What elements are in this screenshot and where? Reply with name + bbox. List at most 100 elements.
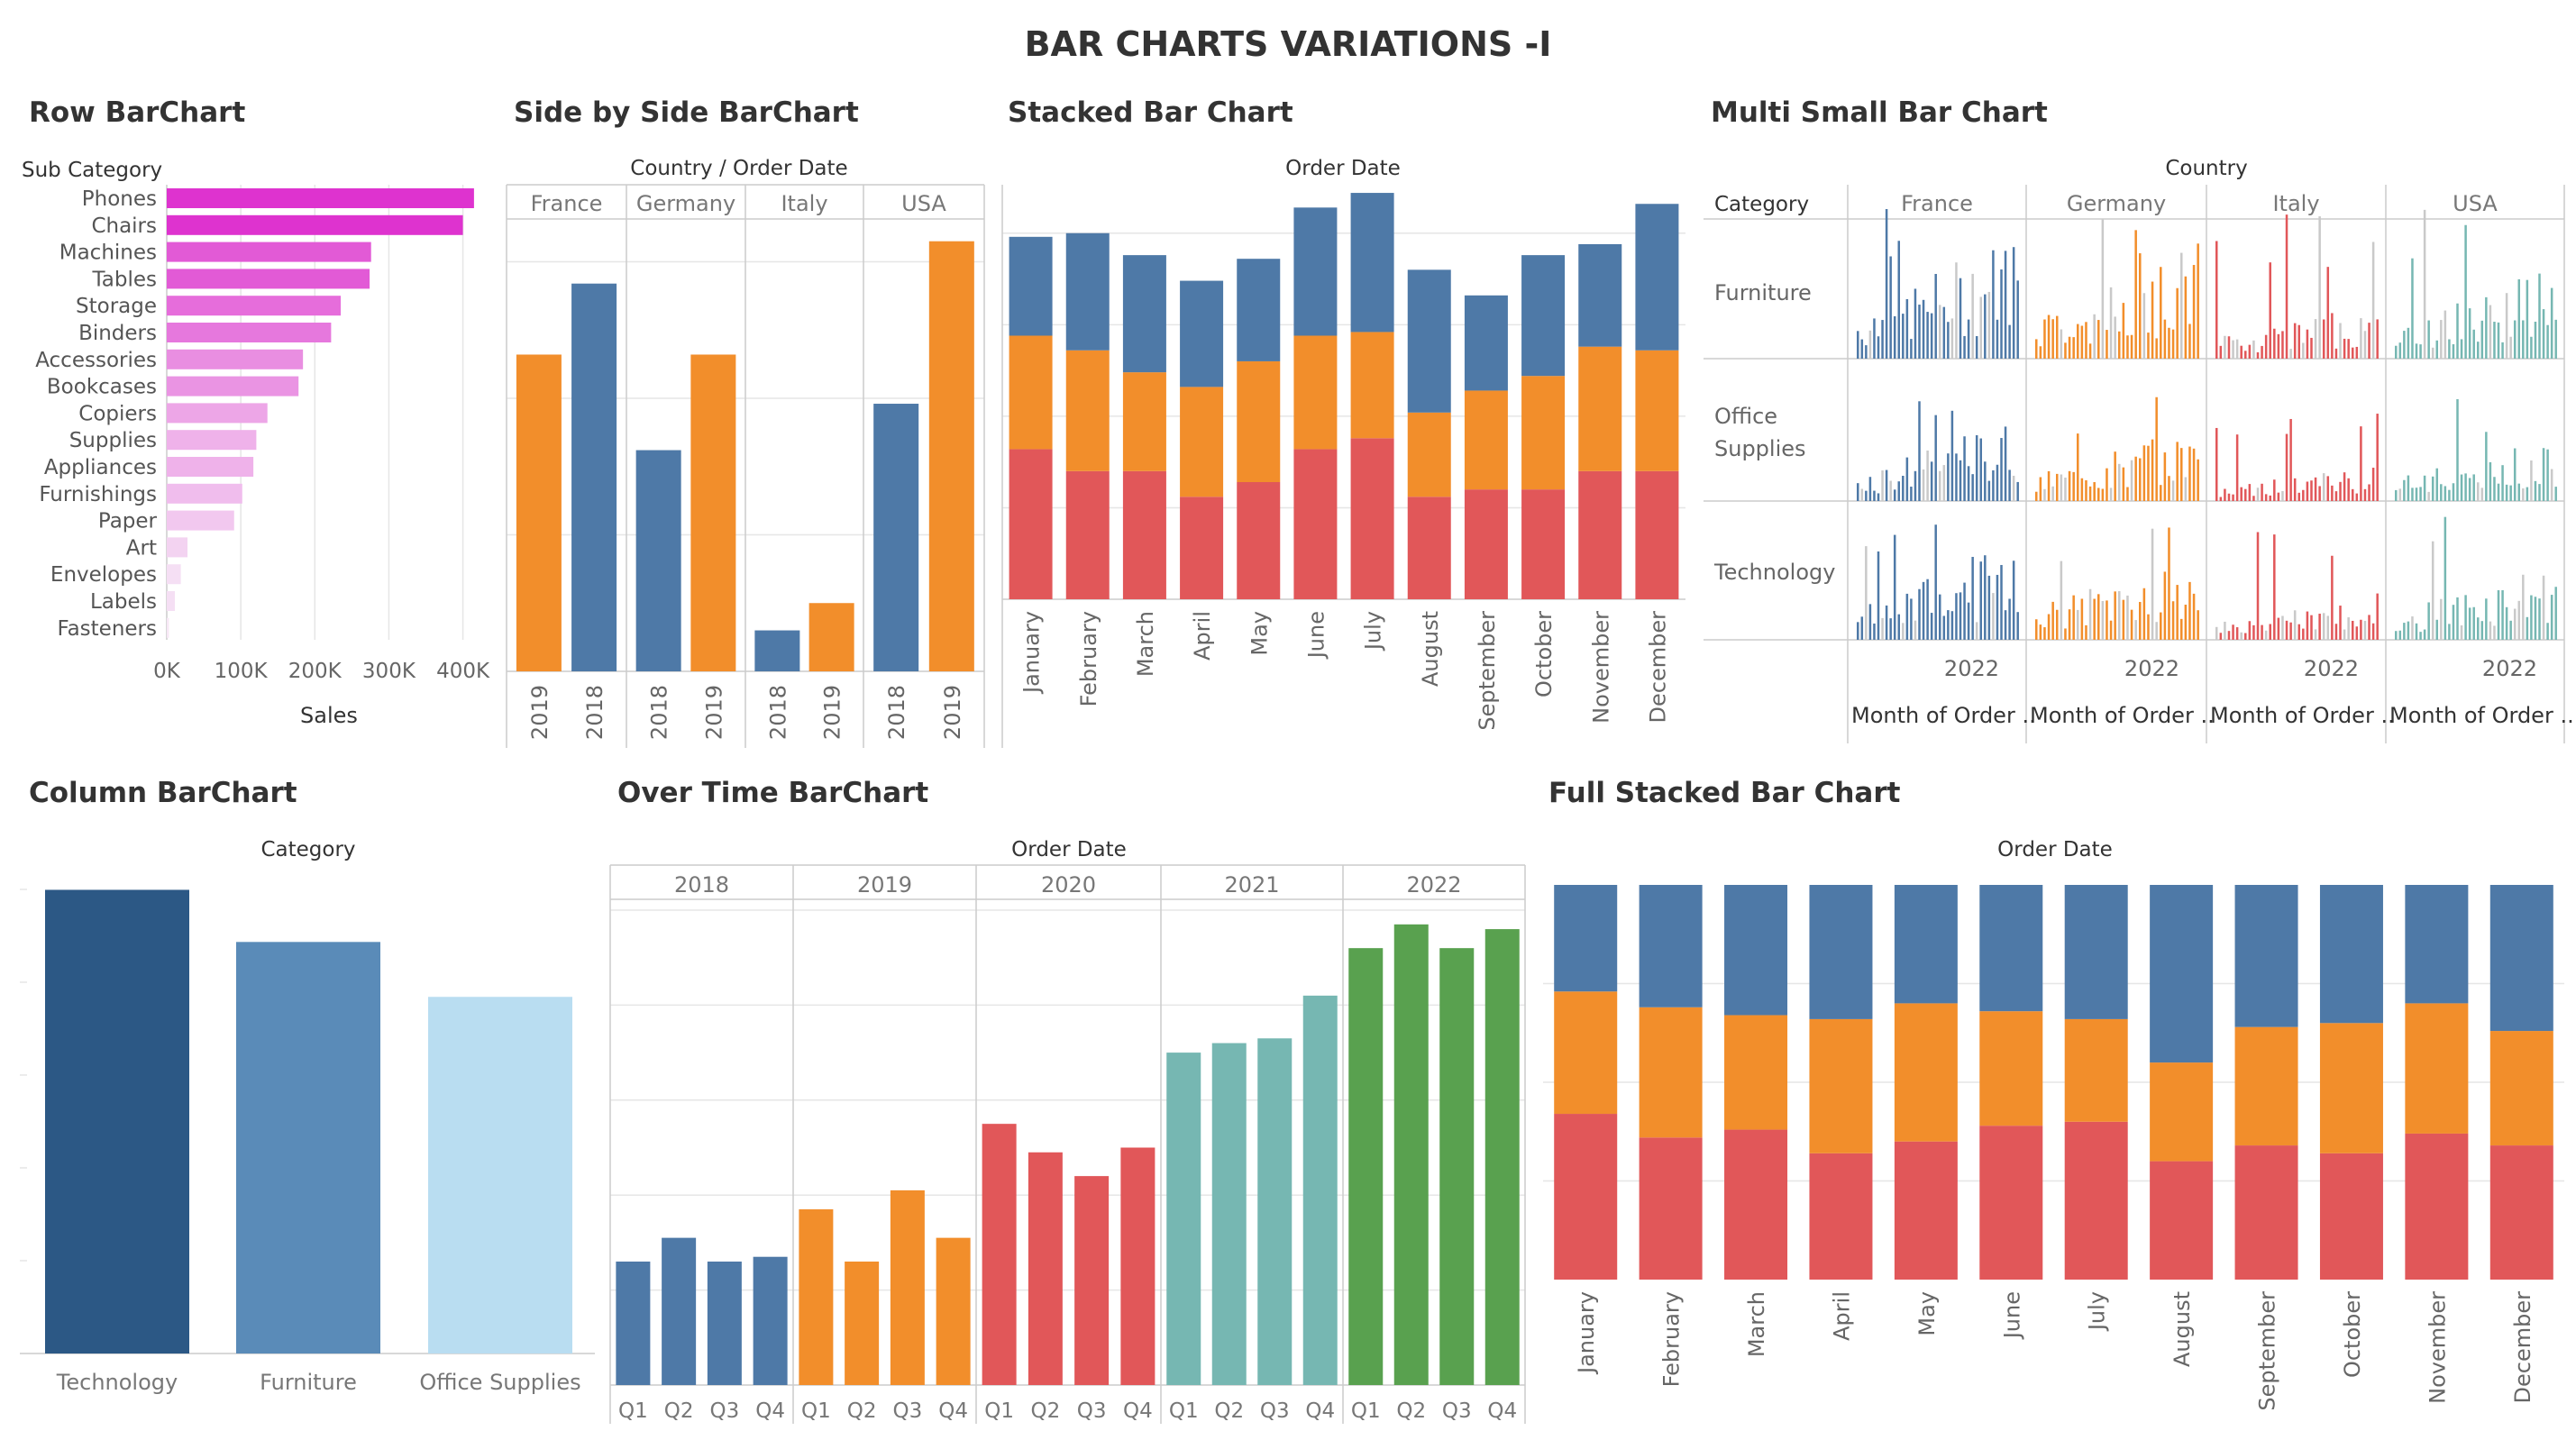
mini-bar	[2080, 478, 2084, 501]
mini-bar	[2534, 480, 2537, 501]
bar	[753, 1256, 788, 1385]
mini-bar	[1893, 315, 1896, 359]
bar	[167, 510, 234, 531]
chart-header: Country	[2165, 157, 2247, 180]
chart-title: Stacked Bar Chart	[1008, 96, 1293, 129]
month-label: June	[1999, 1291, 2024, 1340]
mini-bar	[2285, 620, 2288, 640]
mini-bar	[2064, 477, 2067, 501]
mini-bar	[2215, 241, 2218, 359]
bar-segment	[1635, 470, 1679, 599]
mini-bar	[1860, 339, 1864, 359]
mini-bar	[2530, 336, 2533, 359]
mini-bar	[2056, 315, 2059, 359]
mini-bar	[2248, 484, 2252, 501]
mini-bar	[2360, 619, 2362, 640]
mini-bar	[2440, 598, 2443, 640]
mini-bar	[2452, 605, 2455, 640]
mini-bar	[2160, 612, 2162, 640]
bar	[936, 1237, 971, 1385]
mini-bar	[2395, 489, 2398, 501]
year-label: 2019	[820, 685, 845, 740]
mini-bar	[2411, 488, 2414, 501]
bar-segment	[1809, 885, 1873, 1019]
month-label: November	[1588, 611, 1613, 724]
bar-segment	[1293, 207, 1338, 336]
mini-bar	[2493, 625, 2496, 640]
mini-bar	[2456, 597, 2459, 640]
mini-bar	[2343, 629, 2346, 640]
column-barchart: Column BarChart Category Technology Furnitu…	[20, 777, 595, 1395]
bar-segment	[1635, 350, 1679, 471]
bar-segment	[1464, 489, 1508, 599]
mini-bar	[1992, 250, 1995, 359]
mini-bar	[2035, 619, 2038, 640]
mini-bar	[2460, 624, 2463, 640]
mini-bar	[2077, 609, 2079, 640]
mini-bar	[2224, 621, 2226, 640]
mini-bar	[2068, 470, 2071, 501]
chart-header: Country / Order Date	[630, 157, 847, 180]
mini-bar	[2326, 615, 2330, 640]
quarter-label: Q2	[1214, 1399, 1244, 1423]
mini-bar	[1881, 470, 1884, 501]
category-label: Labels	[90, 590, 157, 614]
category-label: Appliances	[44, 456, 157, 479]
bar	[635, 450, 681, 671]
mini-bar	[1914, 620, 1917, 640]
mini-bar	[2444, 516, 2447, 640]
mini-bar	[2235, 339, 2239, 359]
mini-bar	[2448, 339, 2451, 359]
mini-bar	[2171, 601, 2175, 640]
mini-bar	[2244, 633, 2247, 640]
mini-bar	[1857, 483, 1859, 501]
mini-bar	[1963, 436, 1966, 501]
bar	[690, 354, 736, 671]
mini-bar	[2310, 480, 2313, 501]
bar-segment	[1578, 470, 1622, 599]
mini-bar	[2550, 469, 2553, 501]
mini-bar	[1857, 331, 1859, 359]
mini-bar	[2398, 488, 2402, 501]
bar-segment	[1635, 204, 1679, 351]
bar-segment	[1407, 269, 1451, 413]
mini-bar	[1868, 477, 1872, 501]
multi-small-barchart: Multi Small Bar Chart Country Category Furn…	[1704, 96, 2574, 743]
bar-segment	[1237, 259, 1281, 361]
mini-bar	[2363, 620, 2367, 640]
bar-segment	[2064, 885, 2128, 1019]
mini-bar	[2480, 320, 2484, 359]
mini-bar	[2269, 624, 2271, 640]
mini-bar	[2339, 606, 2342, 640]
bar-segment	[1809, 1153, 1873, 1280]
mini-bar	[1992, 469, 1995, 501]
month-label: December	[1645, 611, 1670, 724]
bar-segment	[1554, 1114, 1618, 1280]
mini-bar	[1877, 551, 1880, 640]
mini-bar	[1979, 296, 1983, 359]
mini-bar	[2147, 333, 2150, 359]
year-label: 2022	[1944, 656, 1999, 681]
mini-bar	[2513, 320, 2517, 359]
mini-bar	[2339, 323, 2342, 359]
mini-bar	[2180, 448, 2183, 501]
quarter-label: Q3	[893, 1399, 923, 1423]
mini-bar	[1950, 410, 1954, 501]
row-label: Office	[1714, 404, 1777, 429]
bar	[707, 1261, 742, 1385]
mini-bar	[1955, 593, 1958, 640]
bar-segment	[2150, 1062, 2214, 1162]
mini-bar	[2047, 314, 2051, 359]
bar	[236, 942, 380, 1353]
category-label: Phones	[82, 187, 157, 211]
mini-bar	[2056, 473, 2059, 501]
mini-bar	[1902, 623, 1905, 640]
month-label: August	[1418, 611, 1443, 687]
mini-bar	[2419, 344, 2422, 359]
tick-label: 100K	[215, 660, 269, 683]
mini-bar	[2415, 488, 2418, 501]
bar-segment	[2319, 1153, 2383, 1280]
bar-segment	[2234, 1145, 2298, 1280]
mini-bar	[1984, 294, 1987, 359]
bar	[799, 1209, 834, 1385]
